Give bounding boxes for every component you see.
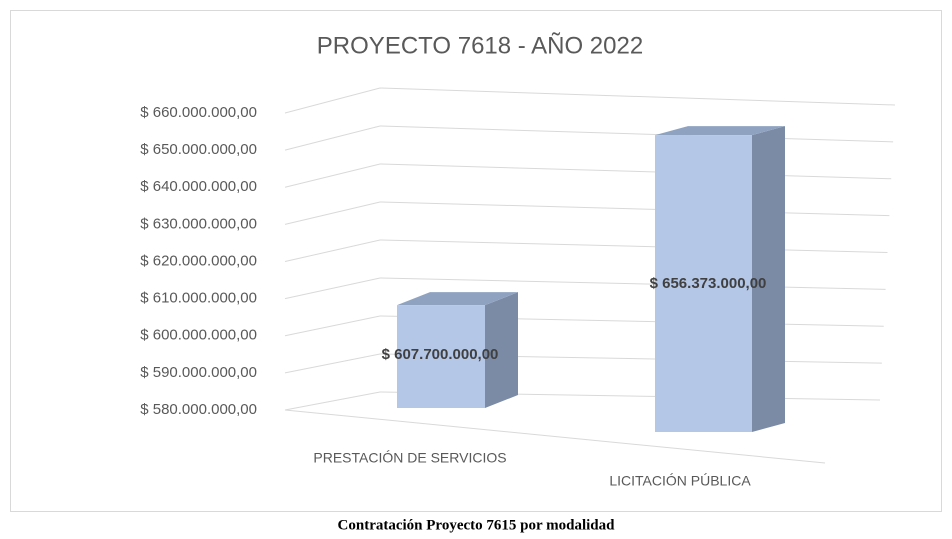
x-tick-label: PRESTACIÓN DE SERVICIOS — [313, 450, 506, 466]
bar — [655, 126, 785, 432]
bar-top — [397, 292, 518, 306]
y-tick-label: $ 660.000.000,00 — [140, 104, 257, 121]
chart-frame — [10, 10, 942, 512]
grid-line — [284, 87, 896, 114]
bar-top — [655, 126, 785, 136]
y-tick-label: $ 600.000.000,00 — [140, 327, 257, 344]
y-tick-label: $ 620.000.000,00 — [140, 252, 257, 269]
y-tick-label: $ 640.000.000,00 — [140, 178, 257, 195]
bar-front — [397, 305, 485, 408]
floor-edge — [284, 409, 826, 464]
y-tick-label: $ 580.000.000,00 — [140, 401, 257, 418]
bar-side — [485, 292, 518, 408]
y-tick-label: $ 590.000.000,00 — [140, 364, 257, 381]
y-tick-label: $ 610.000.000,00 — [140, 290, 257, 307]
value-label: $ 656.373.000,00 — [650, 275, 767, 292]
bar-front — [655, 135, 752, 432]
x-tick-label: LICITACIÓN PÚBLICA — [609, 473, 751, 489]
chart-title: PROYECTO 7618 - AÑO 2022 — [317, 32, 643, 59]
value-label: $ 607.700.000,00 — [382, 346, 499, 363]
y-tick-label: $ 630.000.000,00 — [140, 215, 257, 232]
y-tick-label: $ 650.000.000,00 — [140, 141, 257, 158]
bar-side — [752, 126, 785, 432]
bar — [397, 292, 518, 408]
caption: Contratación Proyecto 7615 por modalidad — [338, 517, 616, 533]
